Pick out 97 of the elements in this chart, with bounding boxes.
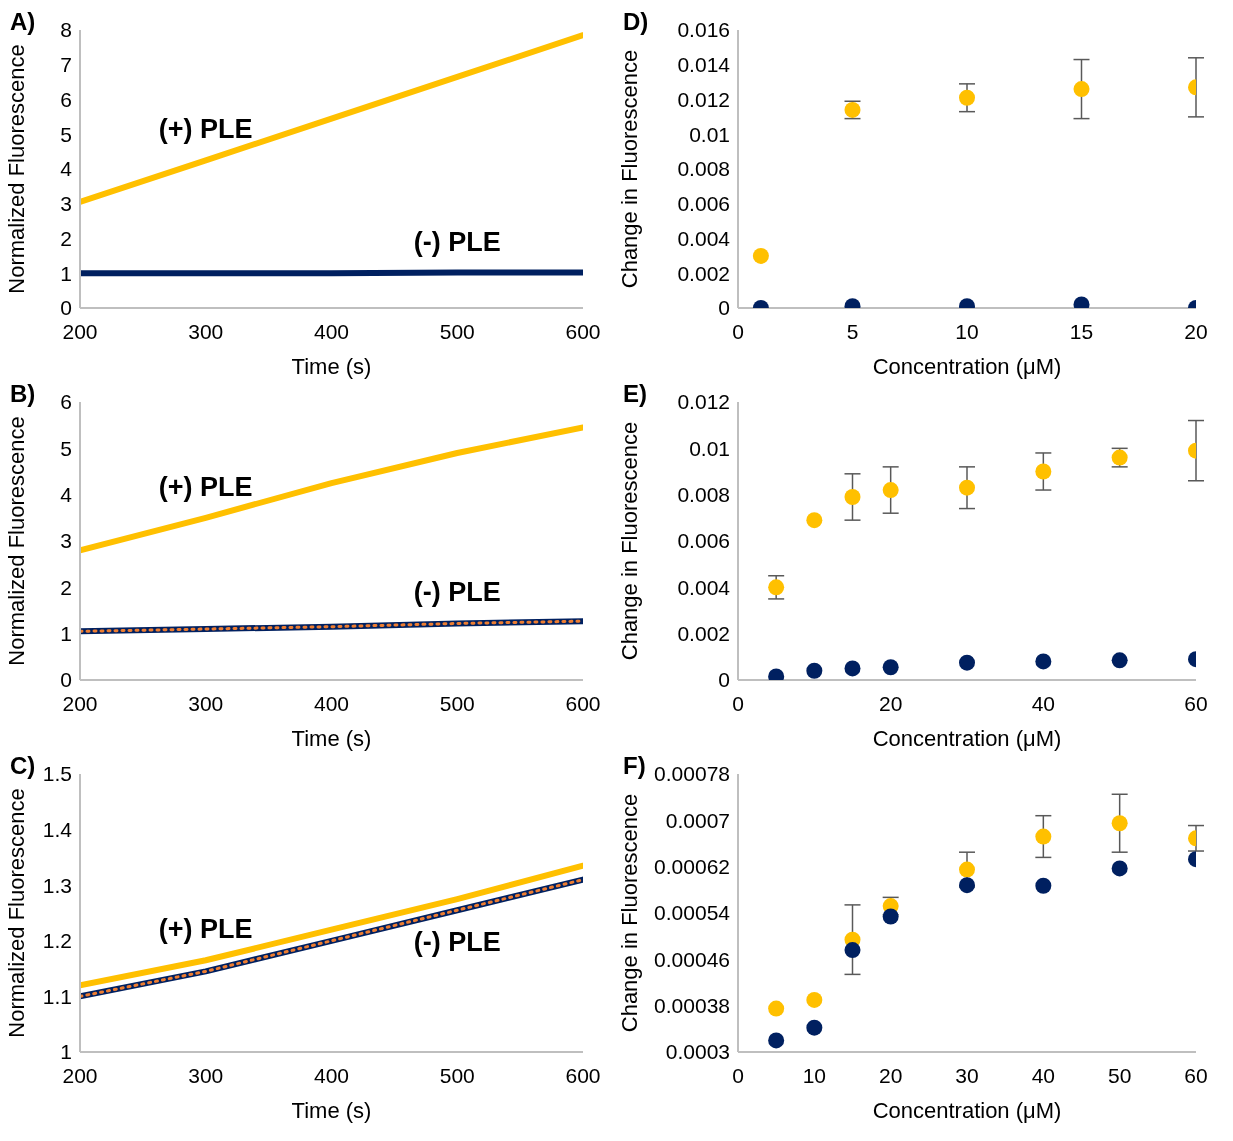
x-tick-label: 15 — [1069, 319, 1094, 343]
y-tick-label: 1 — [60, 622, 72, 646]
y-tick-label: 0.00054 — [654, 901, 731, 925]
x-tick-label: 400 — [313, 1063, 350, 1087]
x-tick-label: 30 — [955, 1063, 979, 1087]
y-axis-title: Change in Fluorescence — [616, 793, 642, 1033]
y-axis-title: Change in Fluorescence — [616, 49, 642, 289]
x-tick-label: 300 — [188, 319, 224, 343]
series-label: (+) PLE — [158, 114, 253, 145]
y-tick-label: 0.002 — [677, 261, 730, 285]
y-tick-label: 0.002 — [677, 622, 730, 646]
x-tick-label: 300 — [188, 1063, 224, 1087]
x-tick-label: 20 — [1184, 319, 1208, 343]
y-tick-label: 1.3 — [42, 873, 72, 897]
x-tick-label: 500 — [439, 691, 475, 715]
y-tick-label: 2 — [60, 226, 72, 250]
series-label: (-) PLE — [413, 577, 501, 608]
chart-title: F) — [623, 752, 646, 780]
y-tick-label: 0.00038 — [654, 994, 730, 1018]
x-tick-label: 500 — [439, 319, 475, 343]
y-tick-label: 6 — [60, 390, 72, 414]
y-tick-label: 2 — [60, 575, 72, 599]
x-tick-label: 600 — [565, 319, 601, 343]
y-tick-label: 5 — [60, 436, 72, 460]
x-tick-label: 10 — [802, 1063, 827, 1087]
y-tick-label: 1.4 — [42, 818, 73, 842]
y-tick-label: 6 — [60, 87, 72, 111]
chart-title: A) — [10, 8, 36, 36]
y-tick-label: 0 — [60, 296, 72, 320]
y-tick-label: 1.2 — [42, 929, 72, 953]
y-tick-label: 0 — [60, 668, 72, 692]
y-tick-label: 0.006 — [677, 192, 730, 216]
series-label: (-) PLE — [413, 226, 501, 257]
chart-title: D) — [623, 8, 649, 36]
series-label: (+) PLE — [158, 914, 253, 945]
y-tick-label: 0.008 — [677, 157, 730, 181]
x-tick-label: 5 — [846, 319, 859, 343]
chart-title: B) — [10, 380, 36, 408]
y-axis-title: Normalized Fluorescence — [3, 44, 29, 294]
y-tick-label: 8 — [60, 18, 72, 42]
y-tick-label: 1.5 — [42, 762, 72, 786]
x-tick-label: 40 — [1031, 691, 1056, 715]
y-tick-label: 5 — [60, 122, 72, 146]
x-tick-label: 200 — [62, 1063, 98, 1087]
y-tick-label: 0.012 — [677, 87, 730, 111]
x-tick-label: 400 — [313, 691, 350, 715]
y-tick-label: 0.016 — [677, 18, 730, 42]
y-tick-label: 0.012 — [677, 390, 730, 414]
x-axis-title: Concentration (μM) — [872, 1098, 1062, 1123]
x-tick-label: 10 — [955, 319, 979, 343]
y-axis-title: Normalized Fluorescence — [3, 416, 29, 666]
y-tick-label: 7 — [60, 53, 72, 77]
chart-title: E) — [623, 380, 647, 408]
x-tick-label: 50 — [1107, 1063, 1132, 1087]
y-tick-label: 1 — [60, 261, 72, 285]
x-tick-label: 40 — [1031, 1063, 1056, 1087]
chart-title: C) — [10, 752, 36, 780]
x-axis-title: Time (s) — [291, 726, 372, 751]
y-tick-label: 0.00046 — [654, 947, 730, 971]
y-tick-label: 0 — [718, 296, 730, 320]
y-tick-label: 0.01 — [689, 436, 730, 460]
x-tick-label: 60 — [1184, 691, 1208, 715]
y-tick-label: 1.1 — [42, 984, 72, 1008]
y-tick-label: 1 — [60, 1040, 72, 1064]
y-tick-label: 4 — [60, 157, 73, 181]
x-tick-label: 300 — [188, 691, 224, 715]
y-tick-label: 0.008 — [677, 483, 730, 507]
y-tick-label: 0.004 — [677, 226, 731, 250]
x-tick-label: 600 — [565, 691, 601, 715]
x-tick-label: 400 — [313, 319, 350, 343]
x-axis-title: Time (s) — [291, 1098, 372, 1123]
y-tick-label: 0.0007 — [665, 808, 730, 832]
y-axis-title: Change in Fluorescence — [616, 421, 642, 661]
y-tick-label: 0.00062 — [654, 855, 730, 879]
x-axis-title: Concentration (μM) — [872, 354, 1062, 379]
y-tick-label: 0.01 — [689, 122, 730, 146]
y-axis-title: Normalized Fluorescence — [3, 788, 29, 1038]
series-label: (-) PLE — [413, 927, 501, 958]
x-tick-label: 60 — [1184, 1063, 1208, 1087]
y-tick-label: 4 — [60, 483, 73, 507]
series-label: (+) PLE — [158, 471, 253, 502]
x-axis-title: Time (s) — [291, 354, 372, 379]
x-tick-label: 200 — [62, 319, 98, 343]
y-tick-label: 0.014 — [677, 53, 731, 77]
y-tick-label: 0.006 — [677, 529, 730, 553]
y-tick-label: 0 — [718, 668, 730, 692]
y-tick-label: 0.0003 — [665, 1040, 730, 1064]
y-tick-label: 3 — [60, 192, 72, 216]
x-tick-label: 600 — [565, 1063, 601, 1087]
x-tick-label: 500 — [439, 1063, 475, 1087]
x-tick-label: 20 — [878, 691, 903, 715]
y-tick-label: 0.00078 — [654, 762, 730, 786]
y-tick-label: 0.004 — [677, 575, 731, 599]
x-axis-title: Concentration (μM) — [872, 726, 1062, 751]
x-tick-label: 200 — [62, 691, 98, 715]
y-tick-label: 3 — [60, 529, 72, 553]
x-tick-label: 20 — [878, 1063, 903, 1087]
